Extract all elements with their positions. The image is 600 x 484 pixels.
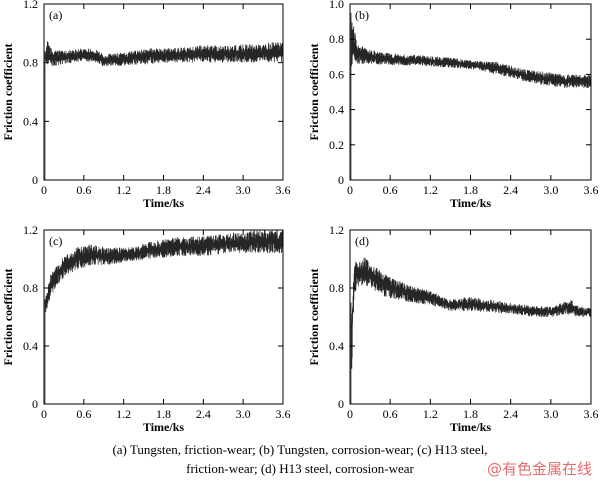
x-tick-label: 3.0 — [543, 183, 558, 197]
x-tick-label: 2.4 — [503, 407, 518, 421]
chart-panel-b: 0 0.6 1.2 1.8 2.4 3.0 3.6 0 0.2 0.4 0.6 0.8 1.0 Time/… — [307, 0, 599, 210]
y-tick-label: 0.4 — [23, 339, 38, 353]
watermark: @有色金属在线 — [486, 460, 592, 478]
x-axis-label: Time/ks — [143, 420, 184, 434]
figure-caption-line-2: friction-wear; (d) H13 steel, corrosion-… — [186, 461, 414, 476]
friction-trace-c — [44, 230, 284, 404]
x-axis-label: Time/ks — [450, 420, 491, 434]
y-tick-label: 0.2 — [329, 138, 344, 152]
x-tick-label: 3.6 — [276, 183, 291, 197]
y-axis-label: Friction coefficient — [307, 44, 321, 141]
y-axis-label: Friction coefficient — [1, 269, 15, 366]
y-tick-label: 1.2 — [23, 223, 38, 237]
x-tick-label: 3.0 — [543, 407, 558, 421]
y-tick-label: 0.4 — [23, 114, 38, 128]
x-tick-label: 1.2 — [116, 407, 131, 421]
x-tick-label: 1.2 — [116, 183, 131, 197]
friction-trace-d — [350, 257, 592, 404]
friction-trace-a — [44, 41, 284, 180]
panel-label: (a) — [49, 8, 62, 22]
x-axis-label: Time/ks — [450, 196, 491, 210]
y-tick-label: 1.2 — [23, 0, 38, 11]
y-tick-label: 0.8 — [23, 281, 38, 295]
y-tick-label: 1.0 — [329, 0, 344, 11]
y-tick-label: 0 — [338, 397, 344, 411]
plot-frame — [349, 3, 592, 181]
y-tick-label: 0.8 — [329, 32, 344, 46]
y-tick-label: 0.8 — [329, 281, 344, 295]
x-tick-label: 3.0 — [236, 183, 251, 197]
x-tick-label: 0.6 — [76, 407, 91, 421]
friction-trace-b — [350, 12, 592, 180]
y-tick-label: 0.4 — [329, 339, 344, 353]
x-tick-label: 0.6 — [76, 183, 91, 197]
panel-label: (b) — [355, 8, 369, 22]
y-tick-label: 0 — [338, 173, 344, 187]
y-tick-label: 0 — [32, 397, 38, 411]
x-tick-label: 0 — [41, 407, 47, 421]
y-tick-label: 1.2 — [329, 223, 344, 237]
figure-caption-line-1: (a) Tungsten, friction-wear; (b) Tungste… — [112, 442, 488, 457]
x-tick-label: 0 — [347, 183, 353, 197]
chart-panel-d: 0 0.6 1.2 1.8 2.4 3.0 3.6 0 0.4 0.8 1.2 Time/ks Fric… — [307, 223, 599, 434]
y-axis-label: Friction coefficient — [307, 269, 321, 366]
x-tick-label: 1.2 — [423, 183, 438, 197]
plot-frame — [43, 3, 284, 181]
panel-label: (d) — [355, 234, 369, 248]
x-tick-label: 0 — [347, 407, 353, 421]
x-tick-label: 0 — [41, 183, 47, 197]
y-axis-label: Friction coefficient — [1, 44, 15, 141]
x-tick-label: 3.6 — [276, 407, 291, 421]
y-tick-label: 0.8 — [23, 56, 38, 70]
x-tick-label: 3.6 — [584, 407, 599, 421]
plot-frame — [349, 229, 592, 405]
x-axis-label: Time/ks — [143, 196, 184, 210]
x-tick-label: 3.6 — [584, 183, 599, 197]
y-tick-label: 0.6 — [329, 67, 344, 81]
x-tick-label: 1.8 — [156, 183, 171, 197]
x-tick-label: 1.8 — [463, 407, 478, 421]
y-tick-label: 0 — [32, 173, 38, 187]
x-tick-label: 1.2 — [423, 407, 438, 421]
chart-panel-c: 0 0.6 1.2 1.8 2.4 3.0 3.6 0 0.4 0.8 1.2 Time/ks Fric… — [1, 223, 291, 434]
x-tick-label: 2.4 — [503, 183, 518, 197]
x-tick-label: 1.8 — [156, 407, 171, 421]
x-tick-label: 2.4 — [196, 407, 211, 421]
x-tick-label: 0.6 — [383, 407, 398, 421]
x-tick-label: 2.4 — [196, 183, 211, 197]
x-tick-label: 3.0 — [236, 407, 251, 421]
panel-label: (c) — [49, 234, 62, 248]
y-tick-label: 0.4 — [329, 103, 344, 117]
x-tick-label: 0.6 — [383, 183, 398, 197]
chart-panel-a: 0 0.6 1.2 1.8 2.4 3.0 3.6 0 0.4 0.8 1.2 Time/ks Fric… — [1, 0, 291, 210]
x-tick-label: 1.8 — [463, 183, 478, 197]
